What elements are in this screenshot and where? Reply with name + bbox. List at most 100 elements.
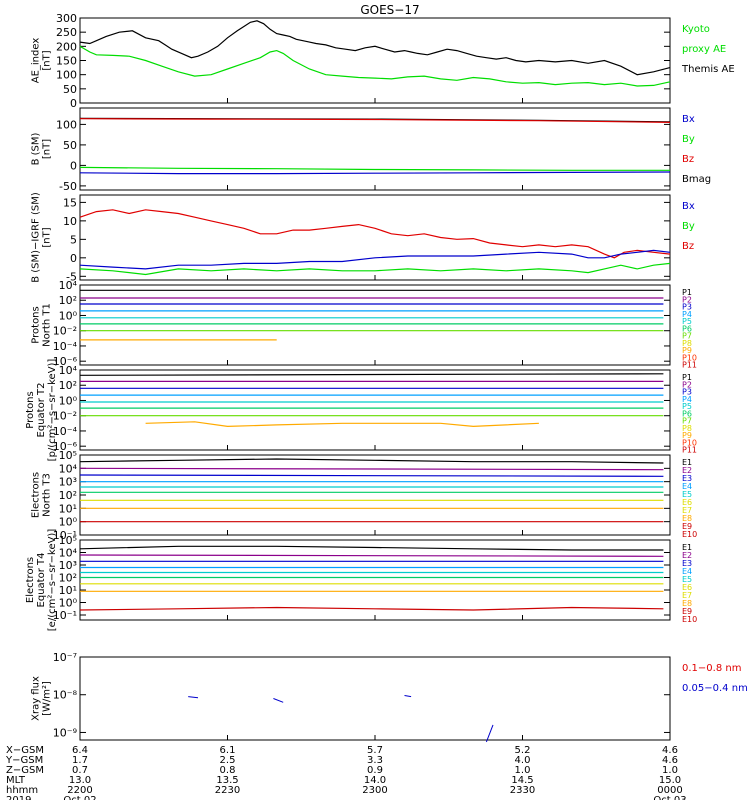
y-tick-label: 10⁵ xyxy=(59,534,77,547)
legend-entry: 0.05−0.4 nm xyxy=(682,683,748,694)
x-row-label: 2019 xyxy=(6,795,31,800)
x-row-value: 2300 xyxy=(362,785,387,796)
y-tick-label: 10⁰ xyxy=(59,394,78,407)
panel-pn: 10⁴ 10² 10⁰ 10⁻² 10⁻⁴ 10⁻⁶ Protons North T1 P1P2… xyxy=(31,279,698,370)
y-tick-label: 10² xyxy=(59,379,77,392)
series-line xyxy=(79,474,664,477)
y-tick-label: 10 xyxy=(63,215,77,228)
series-line xyxy=(79,373,664,376)
series-line xyxy=(79,209,671,259)
legend-entry: P7 xyxy=(682,417,692,426)
x-row-value: 2.5 xyxy=(220,755,236,766)
legend-entry: P5 xyxy=(682,402,692,411)
y-axis-label: Equator T2 xyxy=(36,383,47,438)
y-tick-label: 10⁻⁹ xyxy=(53,726,77,739)
series-line xyxy=(79,20,671,76)
x-row-value: 5.7 xyxy=(367,745,383,756)
series-line xyxy=(188,696,199,699)
x-row-value: 13.0 xyxy=(69,775,91,786)
panel-bsm: -50 0 50 100 B (SM) [nT] Bx By Bz Bmag xyxy=(31,107,711,193)
y-axis-label: [nT] xyxy=(42,227,53,247)
y-axis-label: [W/m²] xyxy=(42,681,53,716)
y-tick-label: 10¹ xyxy=(59,584,77,597)
legend-entry: E9 xyxy=(682,607,692,616)
legend-entry: P6 xyxy=(682,409,692,418)
y-axis-label: AE_index xyxy=(31,38,42,84)
x-row-value: 0000 xyxy=(657,785,682,796)
y-tick-label: 10⁻² xyxy=(53,325,77,338)
legend-entry: E4 xyxy=(682,482,692,491)
x-row-value: 6.4 xyxy=(72,745,88,756)
series-line xyxy=(79,606,664,611)
x-row-value: 6.1 xyxy=(220,745,236,756)
x-row-value: 4.6 xyxy=(662,755,678,766)
legend-entry: By xyxy=(682,221,695,232)
x-row-value: 14.5 xyxy=(511,775,533,786)
series-line xyxy=(79,458,664,464)
y-tick-label: -5 xyxy=(66,270,77,283)
legend-entry: E2 xyxy=(682,466,692,475)
legend-entry: P5 xyxy=(682,317,692,326)
y-tick-label: 100 xyxy=(56,118,77,131)
legend-entry: Themis AE xyxy=(681,64,735,75)
y-tick-label: 10² xyxy=(59,572,77,585)
y-axis-label: North T1 xyxy=(42,303,53,347)
series-line xyxy=(145,421,539,428)
panel-frame xyxy=(79,17,671,104)
series-line xyxy=(404,695,412,698)
series-line xyxy=(485,724,494,743)
y-axis-label: B (SM)−IGRF (SM) xyxy=(31,192,42,283)
x-row-value: 4.0 xyxy=(515,755,531,766)
legend-entry: By xyxy=(682,134,695,145)
legend-entry: P2 xyxy=(682,295,692,304)
panel-pe: 10⁴ 10² 10⁰ 10⁻² 10⁻⁴ 10⁻⁶ Protons Equator T2 [p… xyxy=(25,359,697,462)
panel-frame xyxy=(79,454,671,536)
legend-entry: P2 xyxy=(682,380,692,389)
x-axis-annotations: X−GSM 6.4 6.1 5.7 5.2 4.6 Y−GSM 1.7 2.5 3.3 4.0 4.6… xyxy=(5,98,687,800)
legend-entry: P6 xyxy=(682,324,692,333)
legend-entry: Bz xyxy=(682,154,694,165)
legend-entry: P11 xyxy=(682,361,697,370)
legend-entry: Bx xyxy=(682,201,695,212)
legend-entry: P9 xyxy=(682,346,692,355)
y-tick-label: 10⁴ xyxy=(59,279,78,292)
y-tick-label: 10⁴ xyxy=(59,364,78,377)
x-row-label: X−GSM xyxy=(6,745,44,756)
y-tick-label: 10⁻⁴ xyxy=(53,340,78,353)
legend-entry: E1 xyxy=(682,543,692,552)
legend-entry: P7 xyxy=(682,332,692,341)
legend-entry: P4 xyxy=(682,310,692,319)
y-axis-label: Protons xyxy=(25,391,36,428)
y-tick-label: 10⁵ xyxy=(59,449,77,462)
series-line xyxy=(79,545,664,551)
y-axis-label: Xray flux xyxy=(31,676,42,721)
panel-frame xyxy=(79,194,671,281)
legend-entry: E7 xyxy=(682,591,692,600)
y-tick-label: 10⁰ xyxy=(59,516,78,529)
series-line xyxy=(79,262,671,276)
y-tick-label: 5 xyxy=(70,233,77,246)
legend-entry: E8 xyxy=(682,599,692,608)
y-tick-label: 10⁻¹ xyxy=(53,609,77,622)
y-axis-label: [nT] xyxy=(42,50,53,70)
legend-entry: E6 xyxy=(682,583,692,592)
x-row-label: Y−GSM xyxy=(5,755,43,766)
y-axis-label: [p/(cm²−s−sr−keV)] xyxy=(47,359,58,462)
y-tick-label: 10² xyxy=(59,489,77,502)
legend-entry: E10 xyxy=(682,530,697,539)
legend-entry: Bx xyxy=(682,114,695,125)
y-tick-label: 10⁻² xyxy=(53,410,77,423)
legend-entry: 0.1−0.8 nm xyxy=(682,663,741,674)
panel-xray: 10⁻⁷ 10⁻⁸ 10⁻⁹ Xray flux [W/m²] 0.1−0.8 nm 0.0… xyxy=(31,651,748,743)
legend-entry: Bz xyxy=(682,241,694,252)
x-row-value: 4.6 xyxy=(662,745,678,756)
x-row-value: Oct 02 xyxy=(63,795,96,800)
y-tick-label: 300 xyxy=(56,12,77,25)
y-tick-label: 10⁰ xyxy=(59,309,78,322)
legend-entry: P3 xyxy=(682,303,692,312)
y-tick-label: 0 xyxy=(70,252,77,265)
y-axis-label: [nT] xyxy=(42,139,53,159)
